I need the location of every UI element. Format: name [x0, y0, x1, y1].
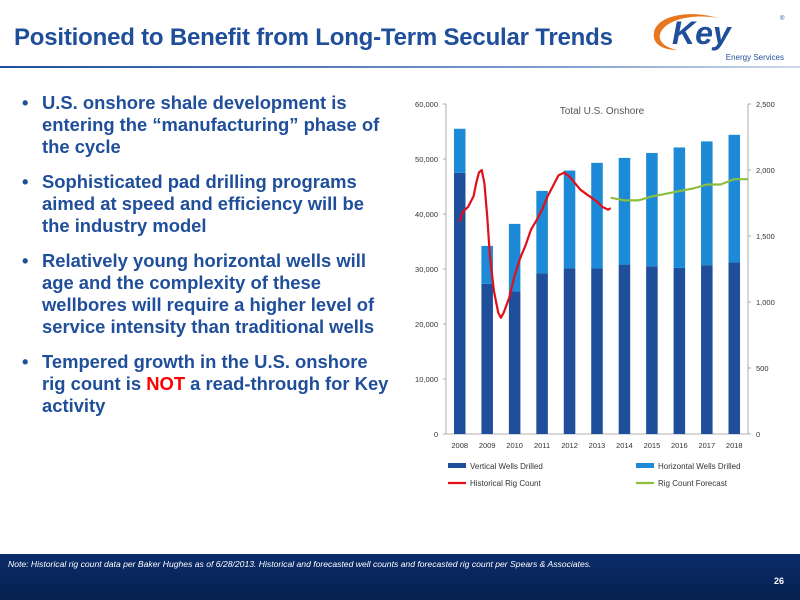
legend-horizontal-wells-label: Horizontal Wells Drilled [658, 462, 741, 471]
y-tick-label-left: 10,000 [415, 375, 438, 384]
bullet-item: • Relatively young horizontal wells will… [22, 250, 390, 338]
chart-title: Total U.S. Onshore [560, 106, 645, 117]
legend-rig-forecast-label: Rig Count Forecast [658, 479, 728, 488]
footer-bar: Note: Historical rig count data per Bake… [0, 554, 800, 600]
bar-vertical-wells [646, 266, 658, 434]
y-tick-label-left: 30,000 [415, 265, 438, 274]
x-tick-label: 2008 [451, 441, 468, 450]
bar-horizontal-wells [508, 223, 521, 292]
bullet-text: Sophisticated pad drilling programs aime… [42, 171, 364, 236]
legend-vertical-wells-label: Vertical Wells Drilled [470, 462, 543, 471]
y-tick-label-right: 2,500 [756, 100, 775, 109]
bar-vertical-wells [508, 291, 521, 434]
y-tick-label-right: 0 [756, 430, 760, 439]
legend-historical-rig-label: Historical Rig Count [470, 479, 541, 488]
bar-horizontal-wells [673, 147, 686, 268]
bullet-item: • Sophisticated pad drilling programs ai… [22, 171, 390, 237]
x-tick-label: 2011 [534, 441, 550, 450]
bullet-highlight: NOT [146, 373, 186, 394]
x-tick-label: 2018 [726, 441, 743, 450]
bullet-item: • U.S. onshore shale development is ente… [22, 92, 390, 158]
bar-horizontal-wells [728, 134, 741, 263]
bar-vertical-wells [673, 267, 686, 434]
bullet-dot: • [22, 92, 29, 113]
bullet-dot: • [22, 351, 29, 372]
x-tick-label: 2014 [616, 441, 633, 450]
y-tick-label-left: 60,000 [415, 100, 438, 109]
x-tick-label: 2010 [506, 441, 523, 450]
bar-horizontal-wells [618, 157, 631, 265]
y-tick-label-left: 20,000 [415, 320, 438, 329]
x-tick-label: 2016 [671, 441, 688, 450]
y-tick-label-right: 1,500 [756, 232, 775, 241]
historical-rig-count-line [458, 168, 612, 319]
y-tick-label-left: 0 [434, 430, 438, 439]
bar-vertical-wells [536, 273, 548, 434]
bullet-text-before: Tempered growth in the U.S. onshore rig … [42, 351, 368, 394]
bar-horizontal-wells [536, 190, 548, 274]
bar-vertical-wells [591, 268, 603, 434]
logo-key-text: Key [672, 15, 733, 51]
bar-horizontal-wells [591, 162, 603, 269]
bullet-list: • U.S. onshore shale development is ente… [22, 92, 390, 430]
bullet-item: • Tempered growth in the U.S. onshore ri… [22, 351, 390, 417]
x-tick-label: 2012 [561, 441, 578, 450]
bar-horizontal-wells [701, 141, 713, 266]
bar-horizontal-wells [563, 170, 576, 269]
x-tick-label: 2013 [589, 441, 606, 450]
slide-title: Positioned to Benefit from Long-Term Sec… [14, 24, 613, 51]
y-tick-label-right: 1,000 [756, 298, 775, 307]
x-tick-label: 2015 [644, 441, 661, 450]
bar-vertical-wells [453, 172, 466, 434]
bar-horizontal-wells [646, 152, 658, 267]
bullet-text: U.S. onshore shale development is enteri… [42, 92, 380, 157]
title-divider [0, 66, 800, 68]
page-number: 26 [773, 576, 784, 586]
x-tick-label: 2017 [698, 441, 715, 450]
y-tick-label-left: 50,000 [415, 155, 438, 164]
y-tick-label-right: 500 [756, 364, 769, 373]
rig-wells-chart: Total U.S. Onshore 0 10,000 20,000 30,000 40… [415, 100, 775, 488]
bullet-dot: • [22, 250, 29, 271]
key-energy-logo: Key ® Energy Services [653, 14, 785, 62]
rig-count-forecast-line [610, 178, 748, 202]
bullet-text: Relatively young horizontal wells will a… [42, 250, 375, 337]
bar-horizontal-wells [481, 245, 493, 284]
bar-vertical-wells [701, 265, 713, 434]
y-tick-label-left: 40,000 [415, 210, 438, 219]
legend-vertical-wells-swatch [448, 463, 466, 468]
bar-vertical-wells [618, 264, 631, 434]
x-tick-label: 2009 [479, 441, 496, 450]
bullet-text-after: a read-through for Key activity [42, 373, 389, 416]
bar-horizontal-wells [453, 128, 466, 173]
logo-subtext: Energy Services [726, 53, 784, 62]
logo-swoosh-icon [653, 14, 718, 50]
bar-vertical-wells [728, 262, 741, 434]
legend-horizontal-wells-swatch [636, 463, 654, 468]
y-tick-label-right: 2,000 [756, 166, 775, 175]
logo-registered-mark: ® [780, 15, 785, 22]
bullet-dot: • [22, 171, 29, 192]
bar-vertical-wells [481, 283, 493, 434]
bar-vertical-wells [563, 268, 576, 434]
footer-note: Note: Historical rig count data per Bake… [8, 559, 592, 569]
